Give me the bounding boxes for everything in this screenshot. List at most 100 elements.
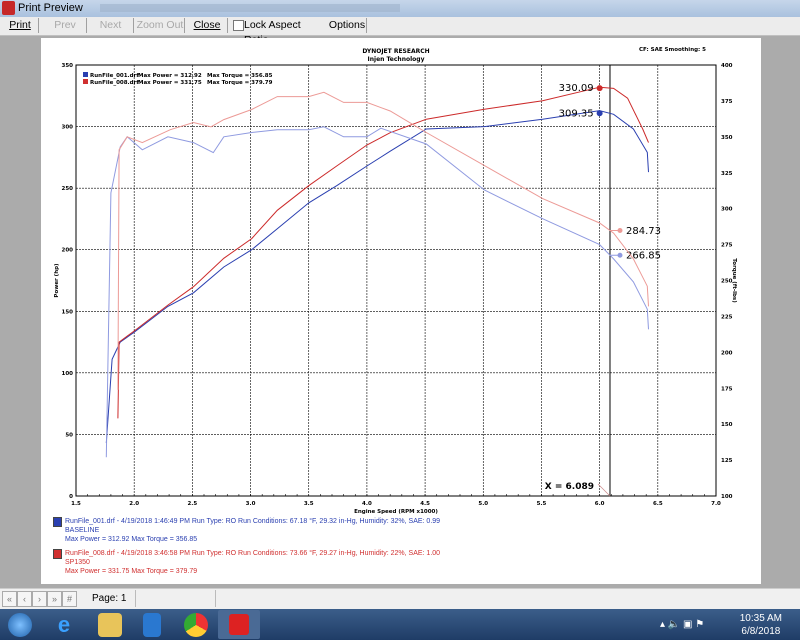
run-line3: Max Power = 312.92 Max Torque = 356.85 bbox=[65, 536, 198, 543]
cursor-value-label: 330.09 bbox=[559, 83, 594, 94]
media-player-icon[interactable] bbox=[143, 613, 161, 637]
cursor-leader bbox=[597, 483, 611, 497]
series-power-1 bbox=[117, 86, 649, 419]
x-tick-label: 5.5 bbox=[537, 501, 547, 507]
x-tick-label: 6.0 bbox=[595, 501, 605, 507]
options-button[interactable]: Options bbox=[328, 18, 367, 33]
y-tick-label: 50 bbox=[65, 432, 73, 438]
close-button[interactable]: Close bbox=[187, 18, 228, 33]
prev-button[interactable]: Prev bbox=[44, 18, 87, 33]
company-title: DYNOJET RESEARCH bbox=[362, 48, 429, 55]
legend-swatch-008 bbox=[83, 79, 88, 84]
next-page-button[interactable]: › bbox=[32, 591, 47, 607]
x-tick-label: 2.0 bbox=[129, 501, 139, 507]
report-subtitle: Injen Technology bbox=[368, 56, 425, 63]
x-tick-label: 5.0 bbox=[478, 501, 488, 507]
dynojet-icon bbox=[229, 614, 249, 635]
lock-aspect-checkbox[interactable] bbox=[233, 20, 244, 31]
run-line3: Max Power = 331.75 Max Torque = 379.79 bbox=[65, 568, 198, 575]
legend-file-001: RunFile_001.drf bbox=[90, 73, 139, 79]
cursor-value-label: 309.35 bbox=[559, 108, 594, 119]
x-tick-label: 6.5 bbox=[653, 501, 663, 507]
y2-tick-label: 400 bbox=[721, 63, 733, 69]
cursor-readout: X = 6.089 bbox=[545, 482, 594, 492]
correction-factor: CF: SAE Smoothing: 5 bbox=[639, 47, 706, 53]
y2-tick-label: 325 bbox=[721, 171, 733, 177]
goto-page-button[interactable]: # bbox=[62, 591, 77, 607]
y2-tick-label: 275 bbox=[721, 243, 733, 249]
run-line1: RunFile_001.drf - 4/19/2018 1:46:49 PM R… bbox=[65, 518, 441, 525]
y2-axis-label: Torque (ft-lbs) bbox=[731, 258, 737, 303]
y2-tick-label: 250 bbox=[721, 279, 733, 285]
cursor-marker bbox=[596, 110, 603, 117]
clock-time: 10:35 AM bbox=[739, 613, 782, 624]
series-torque-2 bbox=[105, 126, 649, 458]
cursor-marker bbox=[617, 252, 623, 258]
cursor-marker bbox=[596, 85, 603, 92]
legend-maxtorque-008: Max Torque = 379.79 bbox=[207, 80, 273, 86]
x-tick-label: 2.5 bbox=[187, 501, 197, 507]
tray-icons[interactable]: ▴ 🔈 ▣ ⚑ bbox=[660, 619, 705, 630]
cursor-value-label: 284.73 bbox=[626, 226, 661, 237]
taskbar: e ▴ 🔈 ▣ ⚑ 10:35 AM 6/8/2018 bbox=[0, 609, 800, 640]
chrome-icon[interactable] bbox=[184, 613, 208, 637]
y-axis-label: Power (hp) bbox=[54, 263, 60, 298]
window-title: Print Preview bbox=[18, 2, 83, 14]
y-tick-label: 150 bbox=[62, 309, 74, 315]
run-swatch-008 bbox=[53, 549, 62, 559]
zoom-out-button[interactable]: Zoom Out bbox=[136, 18, 185, 33]
x-tick-label: 1.5 bbox=[71, 501, 81, 507]
cursor-value-label: 266.85 bbox=[626, 251, 661, 262]
clock-date: 6/8/2018 bbox=[741, 626, 781, 637]
run-info-001: RunFile_001.drf - 4/19/2018 1:46:49 PM R… bbox=[65, 517, 440, 544]
last-page-button[interactable]: » bbox=[47, 591, 62, 607]
legend-swatch-001 bbox=[83, 72, 88, 77]
y-tick-label: 300 bbox=[62, 125, 74, 131]
legend-maxpower-008: Max Power = 331.75 bbox=[138, 80, 202, 86]
x-tick-label: 3.5 bbox=[304, 501, 314, 507]
page-indicator: Page: 1 bbox=[92, 593, 127, 604]
start-button[interactable] bbox=[8, 613, 32, 637]
x-axis-label: Engine Speed (RPM x1000) bbox=[354, 509, 438, 515]
internet-explorer-icon[interactable]: e bbox=[57, 612, 71, 637]
y2-tick-label: 225 bbox=[721, 314, 733, 320]
x-tick-label: 4.5 bbox=[420, 501, 430, 507]
legend-maxtorque-001: Max Torque = 356.85 bbox=[207, 73, 273, 79]
first-page-button[interactable]: « bbox=[2, 591, 17, 607]
series-torque-3 bbox=[117, 91, 649, 390]
y2-tick-label: 100 bbox=[721, 494, 733, 500]
x-tick-label: 7.0 bbox=[711, 501, 721, 507]
next-button[interactable]: Next bbox=[88, 18, 134, 33]
run-line2: SP1350 bbox=[65, 559, 90, 566]
y2-tick-label: 200 bbox=[721, 350, 733, 356]
y-tick-label: 0 bbox=[69, 494, 73, 500]
cursor-marker bbox=[617, 227, 623, 233]
clock[interactable]: 10:35 AM 6/8/2018 bbox=[740, 612, 782, 638]
x-tick-label: 4.0 bbox=[362, 501, 372, 507]
y2-tick-label: 375 bbox=[721, 99, 733, 105]
run-swatch-001 bbox=[53, 517, 62, 527]
y2-tick-label: 350 bbox=[721, 135, 733, 141]
series-power-0 bbox=[105, 110, 649, 444]
print-button[interactable]: Print bbox=[2, 18, 39, 33]
y2-tick-label: 300 bbox=[721, 207, 733, 213]
dynojet-taskbar-button[interactable] bbox=[218, 610, 260, 639]
legend-maxpower-001: Max Power = 312.92 bbox=[138, 73, 202, 79]
run-line1: RunFile_008.drf - 4/19/2018 3:46:58 PM R… bbox=[65, 550, 441, 557]
blurred-title-text bbox=[100, 4, 400, 12]
plot-frame bbox=[75, 64, 717, 497]
app-icon bbox=[2, 1, 15, 15]
y-tick-label: 200 bbox=[62, 248, 74, 254]
title-bar: Print Preview bbox=[0, 0, 800, 17]
y-tick-label: 250 bbox=[62, 186, 74, 192]
status-bar: « ‹ › » # Page: 1 bbox=[0, 588, 800, 609]
y2-tick-label: 150 bbox=[721, 422, 733, 428]
prev-page-button[interactable]: ‹ bbox=[17, 591, 32, 607]
x-tick-label: 3.0 bbox=[246, 501, 256, 507]
y2-tick-label: 175 bbox=[721, 386, 733, 392]
y-tick-label: 100 bbox=[62, 371, 74, 377]
file-explorer-icon[interactable] bbox=[98, 613, 122, 637]
run-line2: BASELINE bbox=[65, 527, 100, 534]
run-info-008: RunFile_008.drf - 4/19/2018 3:46:58 PM R… bbox=[65, 549, 440, 576]
